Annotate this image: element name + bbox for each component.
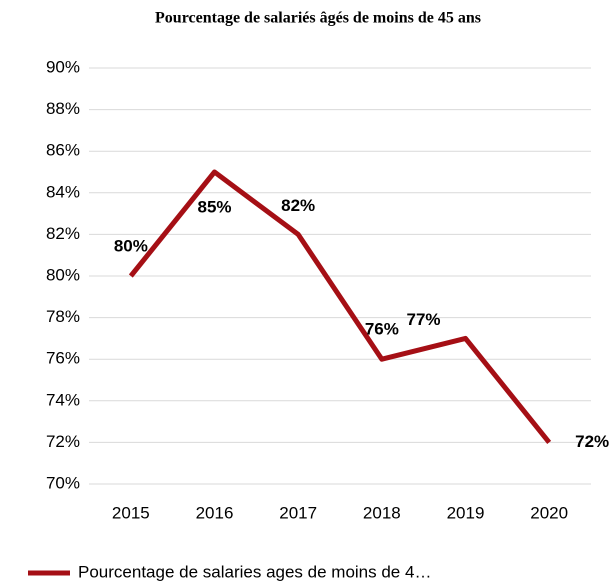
y-tick-label: 80% [46, 265, 80, 284]
x-tick-label: 2018 [363, 503, 401, 522]
y-tick-label: 84% [46, 182, 80, 201]
series-line [128, 169, 552, 444]
x-tick-label: 2020 [530, 503, 568, 522]
y-tick-label: 74% [46, 390, 80, 409]
data-label: 76% [365, 320, 399, 339]
y-tick-label: 90% [46, 57, 80, 76]
y-tick-label: 70% [46, 473, 80, 492]
x-tick-label: 2016 [196, 503, 234, 522]
y-tick-label: 82% [46, 224, 80, 243]
data-label: 85% [197, 197, 231, 216]
data-label: 77% [406, 310, 440, 329]
data-label: 72% [575, 432, 609, 451]
y-tick-label: 72% [46, 432, 80, 451]
y-tick-label: 86% [46, 141, 80, 160]
data-label: 80% [114, 236, 148, 255]
data-label: 82% [281, 196, 315, 215]
x-tick-label: 2017 [279, 503, 317, 522]
x-tick-label: 2019 [447, 503, 485, 522]
y-tick-label: 76% [46, 349, 80, 368]
y-tick-label: 78% [46, 307, 80, 326]
legend-label: Pourcentage de salaries ages de moins de… [78, 562, 431, 581]
y-tick-label: 88% [46, 99, 80, 118]
chart-title: Pourcentage de salariés âgés de moins de… [155, 10, 481, 27]
x-tick-label: 2015 [112, 503, 150, 522]
